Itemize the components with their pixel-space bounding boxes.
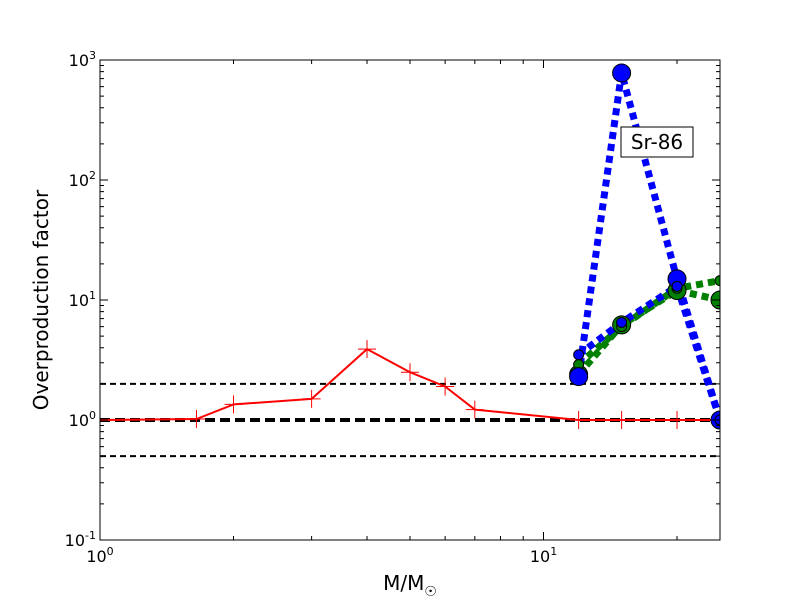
series-0-point-9 (612, 411, 631, 429)
series-line-4 (576, 282, 720, 422)
annotation-box: Sr-86 (620, 126, 694, 158)
series-0-point-7 (465, 400, 484, 419)
series-lines (100, 69, 720, 422)
x-axis-label-subscript: ☉ (424, 584, 437, 600)
y-tick-label: 101 (69, 289, 96, 310)
series-0-point-1 (187, 409, 206, 428)
x-axis-label-main: M/M (383, 571, 424, 595)
series-4-point-2 (671, 280, 683, 292)
series-0-point-4 (358, 340, 377, 359)
series-markers (100, 63, 720, 430)
series-2-point-3 (714, 275, 720, 287)
series-0-point-8 (569, 411, 588, 429)
x-tick-label: 100 (86, 545, 113, 566)
series-3-point-1 (612, 63, 632, 83)
y-tick-label: 103 (69, 49, 96, 70)
series-0-point-3 (302, 389, 321, 408)
y-tick-label: 102 (69, 169, 96, 190)
y-axis-label: Overproduction factor (29, 189, 53, 410)
series-line-0 (100, 348, 720, 421)
x-axis-label: M/M☉ (383, 571, 437, 600)
series-4-point-0 (573, 349, 585, 361)
annotation-label: Sr-86 (631, 130, 683, 154)
y-tick-label: 10-1 (65, 529, 96, 550)
series-0-point-5 (401, 363, 419, 382)
series-3-point-0 (569, 367, 589, 387)
series-4-point-1 (616, 316, 628, 328)
axis-ticks (99, 59, 720, 541)
x-tick-label: 101 (530, 545, 557, 566)
y-tick-label: 100 (69, 409, 96, 430)
series-0-point-2 (224, 395, 243, 414)
series-0-point-6 (436, 377, 455, 396)
series-0-point-10 (668, 411, 687, 429)
plot-background (100, 60, 720, 540)
